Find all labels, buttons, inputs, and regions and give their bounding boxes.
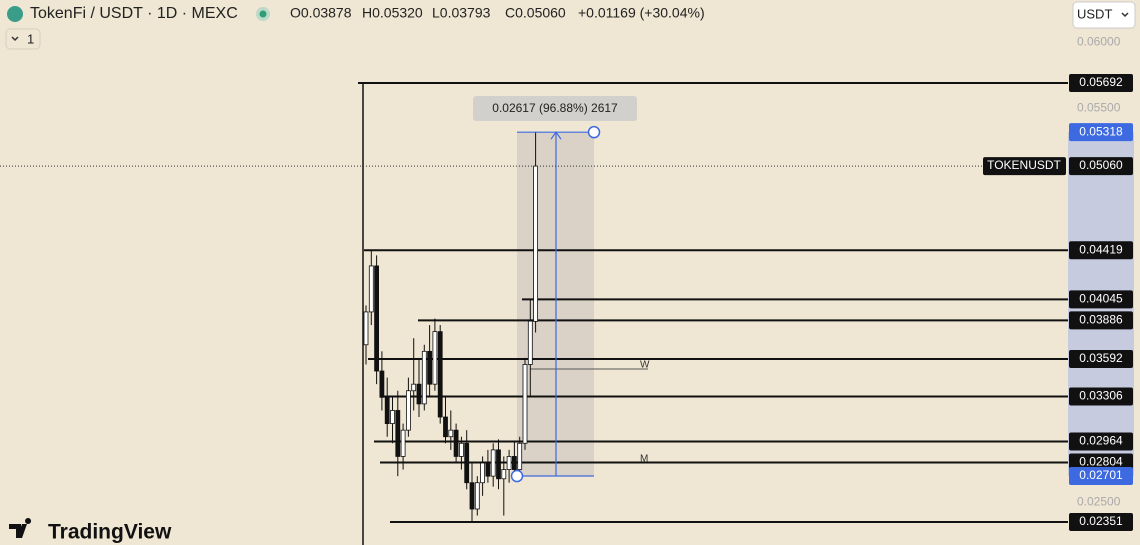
measure-label: 0.02617 (96.88%) 2617 — [492, 101, 618, 115]
candle-body — [443, 416, 448, 438]
candle-body — [496, 449, 501, 480]
candle-body — [517, 442, 523, 470]
currency-select[interactable] — [1072, 1, 1136, 29]
y-tick-label: 0.02500 — [1077, 495, 1121, 509]
candle-body — [527, 320, 533, 365]
level-label: 0.02804 — [1079, 455, 1123, 469]
ohlc-open: O0.03878 — [290, 5, 352, 21]
candle-body — [437, 331, 443, 418]
candle-body — [485, 462, 491, 477]
measure-tag — [1069, 123, 1133, 142]
ohlc-low: L0.03793 — [432, 5, 491, 21]
candle-body — [411, 383, 417, 392]
candle-body — [390, 410, 395, 424]
level-label: 0.05692 — [1079, 75, 1123, 89]
candle-body — [533, 165, 538, 322]
change: +0.01169 (+30.04%) — [578, 5, 705, 21]
candle-body — [464, 442, 470, 484]
level-tag — [1069, 311, 1133, 330]
measure-tag-label: 0.05318 — [1079, 124, 1123, 138]
level-label: 0.02351 — [1079, 514, 1123, 528]
price-name-tag — [983, 157, 1066, 176]
candle-body — [469, 482, 475, 510]
candle-body — [490, 449, 496, 477]
annotation: W — [640, 360, 650, 371]
level-tag — [1069, 349, 1133, 368]
candle-body — [379, 370, 385, 398]
level-label: 0.03306 — [1079, 389, 1123, 403]
status-dot-core — [259, 10, 267, 18]
plot: 0.06000 0.05500 0.02500 0.05692 0.04419 0.040… — [0, 35, 1134, 545]
level-label: 0.03886 — [1079, 312, 1123, 326]
brand: TradingView — [48, 521, 172, 544]
level-label: 0.04419 — [1079, 242, 1123, 256]
candle-body — [374, 265, 380, 372]
brand-logo — [9, 518, 32, 538]
level-tag — [1069, 241, 1133, 260]
candle-body — [395, 410, 401, 457]
candle-body — [432, 331, 438, 385]
candle-body — [474, 482, 480, 510]
level-tag — [1069, 453, 1133, 472]
level-tag — [1069, 290, 1133, 309]
price-name: TOKENUSDT — [987, 158, 1061, 172]
level-label: 0.04045 — [1079, 292, 1123, 306]
candle-body — [363, 311, 369, 346]
candle-body — [384, 396, 390, 424]
level-label: 0.03592 — [1079, 351, 1123, 365]
candle-body — [480, 462, 486, 484]
candle-body — [453, 429, 459, 457]
ohlc-close: C0.05060 — [505, 5, 566, 21]
token-icon — [7, 6, 23, 22]
candle-body — [421, 350, 427, 405]
indicator-count: 1 — [27, 31, 34, 46]
candle-body — [400, 429, 406, 457]
symbol: TokenFi / USDT · 1D · MEXC — [30, 5, 238, 22]
price-label: 0.05060 — [1079, 158, 1123, 172]
candle-body — [522, 364, 528, 444]
candle-body — [368, 265, 374, 313]
level-tag — [1069, 387, 1133, 406]
candle-body — [506, 456, 512, 470]
arrow-head — [550, 131, 562, 140]
candle-body — [405, 390, 411, 431]
candle-body — [448, 429, 454, 438]
y-tick-label: 0.05500 — [1077, 100, 1121, 114]
measure-handle — [587, 125, 601, 139]
annotation: M — [640, 454, 648, 465]
measure-label-box — [473, 96, 637, 121]
candle-body — [501, 469, 507, 480]
currency: USDT — [1077, 6, 1112, 21]
level-tag — [1069, 513, 1133, 532]
candle-body — [416, 383, 422, 405]
price-tag — [1069, 157, 1133, 176]
candle-body — [458, 442, 464, 457]
chevron — [1121, 12, 1129, 18]
measure-handle — [510, 469, 524, 483]
level-tag — [1069, 74, 1133, 93]
candle-body — [427, 350, 433, 385]
measure-tag — [1069, 467, 1133, 486]
level-label: 0.02964 — [1079, 434, 1123, 448]
ohlc-high: H0.05320 — [362, 5, 423, 21]
indicator-toggle[interactable] — [5, 28, 41, 50]
chevron — [11, 36, 19, 42]
candle-body — [512, 456, 517, 470]
y-tick-label: 0.06000 — [1077, 35, 1121, 49]
level-tag — [1069, 432, 1133, 451]
measure-tag-label: 0.02701 — [1079, 468, 1123, 482]
